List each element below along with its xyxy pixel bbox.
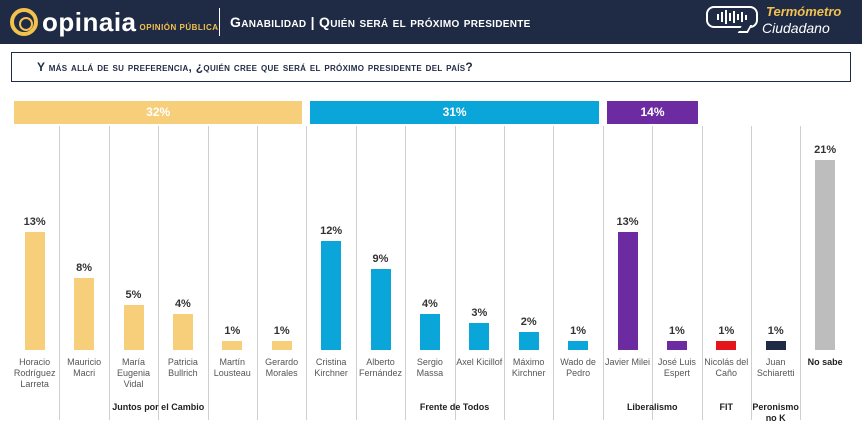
group-label: Juntos por el Cambio — [112, 402, 205, 412]
group-label: FIT — [719, 402, 734, 412]
category-label: Horacio Rodríguez Larreta — [13, 357, 56, 389]
bar-value-label: 1% — [718, 324, 735, 337]
group-total-box: 32% — [14, 101, 303, 124]
category-label: Cristina Kirchner — [314, 357, 348, 378]
header-divider — [219, 8, 220, 36]
bar-value-label: 1% — [767, 324, 784, 337]
bar-value-label: 21% — [814, 144, 837, 156]
column-divider — [751, 126, 752, 420]
bar-value-label: 13% — [616, 216, 639, 229]
bar — [716, 340, 737, 350]
group-total-box: 14% — [606, 101, 699, 124]
bar — [172, 313, 193, 350]
column-divider — [602, 126, 604, 420]
brand-title-line2: Ciudadano — [762, 20, 830, 36]
bar-value-label: 9% — [372, 252, 389, 265]
category-label: Wado de Pedro — [560, 357, 596, 378]
bar-value-label: 1% — [224, 324, 241, 337]
bar — [123, 304, 144, 350]
bar — [518, 331, 539, 350]
bar-value-label: 1% — [668, 324, 685, 337]
column-divider — [59, 126, 61, 420]
bar — [815, 160, 836, 350]
category-label: Sergio Massa — [416, 357, 444, 378]
column-divider — [652, 126, 654, 420]
bar — [568, 340, 589, 350]
group-label: Peronismo no K — [752, 402, 799, 423]
bar-value-label: 4% — [174, 297, 191, 310]
bar — [419, 313, 440, 350]
bar — [321, 241, 342, 350]
category-label: María Eugenia Vidal — [116, 357, 151, 389]
bar-value-label: 13% — [23, 216, 46, 229]
category-label: Máximo Kirchner — [511, 357, 546, 378]
opinaia-logo: opinaia OPINIÓN PÚBLICA — [10, 5, 219, 39]
column-divider — [454, 126, 456, 420]
bar — [222, 340, 243, 350]
bar-value-label: 8% — [76, 261, 93, 274]
question-box: Y más allá de su preferencia, ¿quién cre… — [11, 52, 851, 82]
bar-value-label: 4% — [421, 297, 438, 310]
category-label: Patricia Bullrich — [167, 357, 198, 378]
bar — [617, 232, 638, 350]
column-divider — [158, 126, 160, 420]
column-divider — [701, 126, 703, 420]
bar-value-label: 2% — [520, 315, 537, 328]
bar — [469, 322, 490, 350]
bar-value-label: 12% — [320, 225, 343, 238]
column-divider — [355, 126, 357, 420]
logo-text: opinaia — [42, 6, 137, 37]
bar-value-label: 1% — [273, 324, 290, 337]
column-divider — [257, 126, 258, 420]
bar — [271, 340, 292, 350]
bar-value-label: 1% — [570, 324, 587, 337]
column-divider — [306, 126, 308, 420]
logo-subtitle: OPINIÓN PÚBLICA — [139, 22, 219, 32]
group-label: Frente de Todos — [419, 402, 490, 412]
category-label: Nicolás del Caño — [704, 357, 749, 378]
category-label: Juan Schiaretti — [756, 357, 795, 378]
bar-value-label: 5% — [125, 288, 142, 301]
category-label: Mauricio Macri — [67, 357, 102, 378]
group-total-box: 31% — [310, 101, 599, 124]
column-divider — [800, 126, 802, 420]
bar — [370, 268, 391, 350]
page-title: Ganabilidad | Quién será el próximo pres… — [230, 14, 531, 30]
bar — [74, 277, 95, 350]
group-label: Liberalismo — [626, 402, 678, 412]
column-divider — [207, 126, 209, 420]
category-label: Axel Kicillof — [456, 357, 503, 367]
bar — [765, 340, 786, 350]
category-label: No sabe — [807, 357, 843, 367]
header-bar: opinaia OPINIÓN PÚBLICA Ganabilidad | Qu… — [0, 0, 862, 44]
logo-ring-icon — [10, 8, 38, 36]
column-divider — [108, 126, 110, 420]
column-divider — [504, 126, 505, 420]
column-divider — [405, 126, 407, 420]
category-label: José Luis Espert — [657, 357, 696, 378]
brand-title-line1: Termómetro — [766, 4, 842, 19]
category-label: Javier Milei — [604, 357, 650, 367]
sound-wave-icon — [717, 10, 747, 24]
category-label: Martín Lousteau — [213, 357, 251, 378]
speech-bubble-icon — [706, 6, 758, 28]
category-label: Alberto Fernández — [358, 357, 403, 378]
bar — [666, 340, 687, 350]
bar-value-label: 3% — [471, 306, 488, 319]
bar — [24, 232, 45, 350]
column-divider — [553, 126, 555, 420]
category-label: Gerardo Morales — [265, 357, 299, 378]
